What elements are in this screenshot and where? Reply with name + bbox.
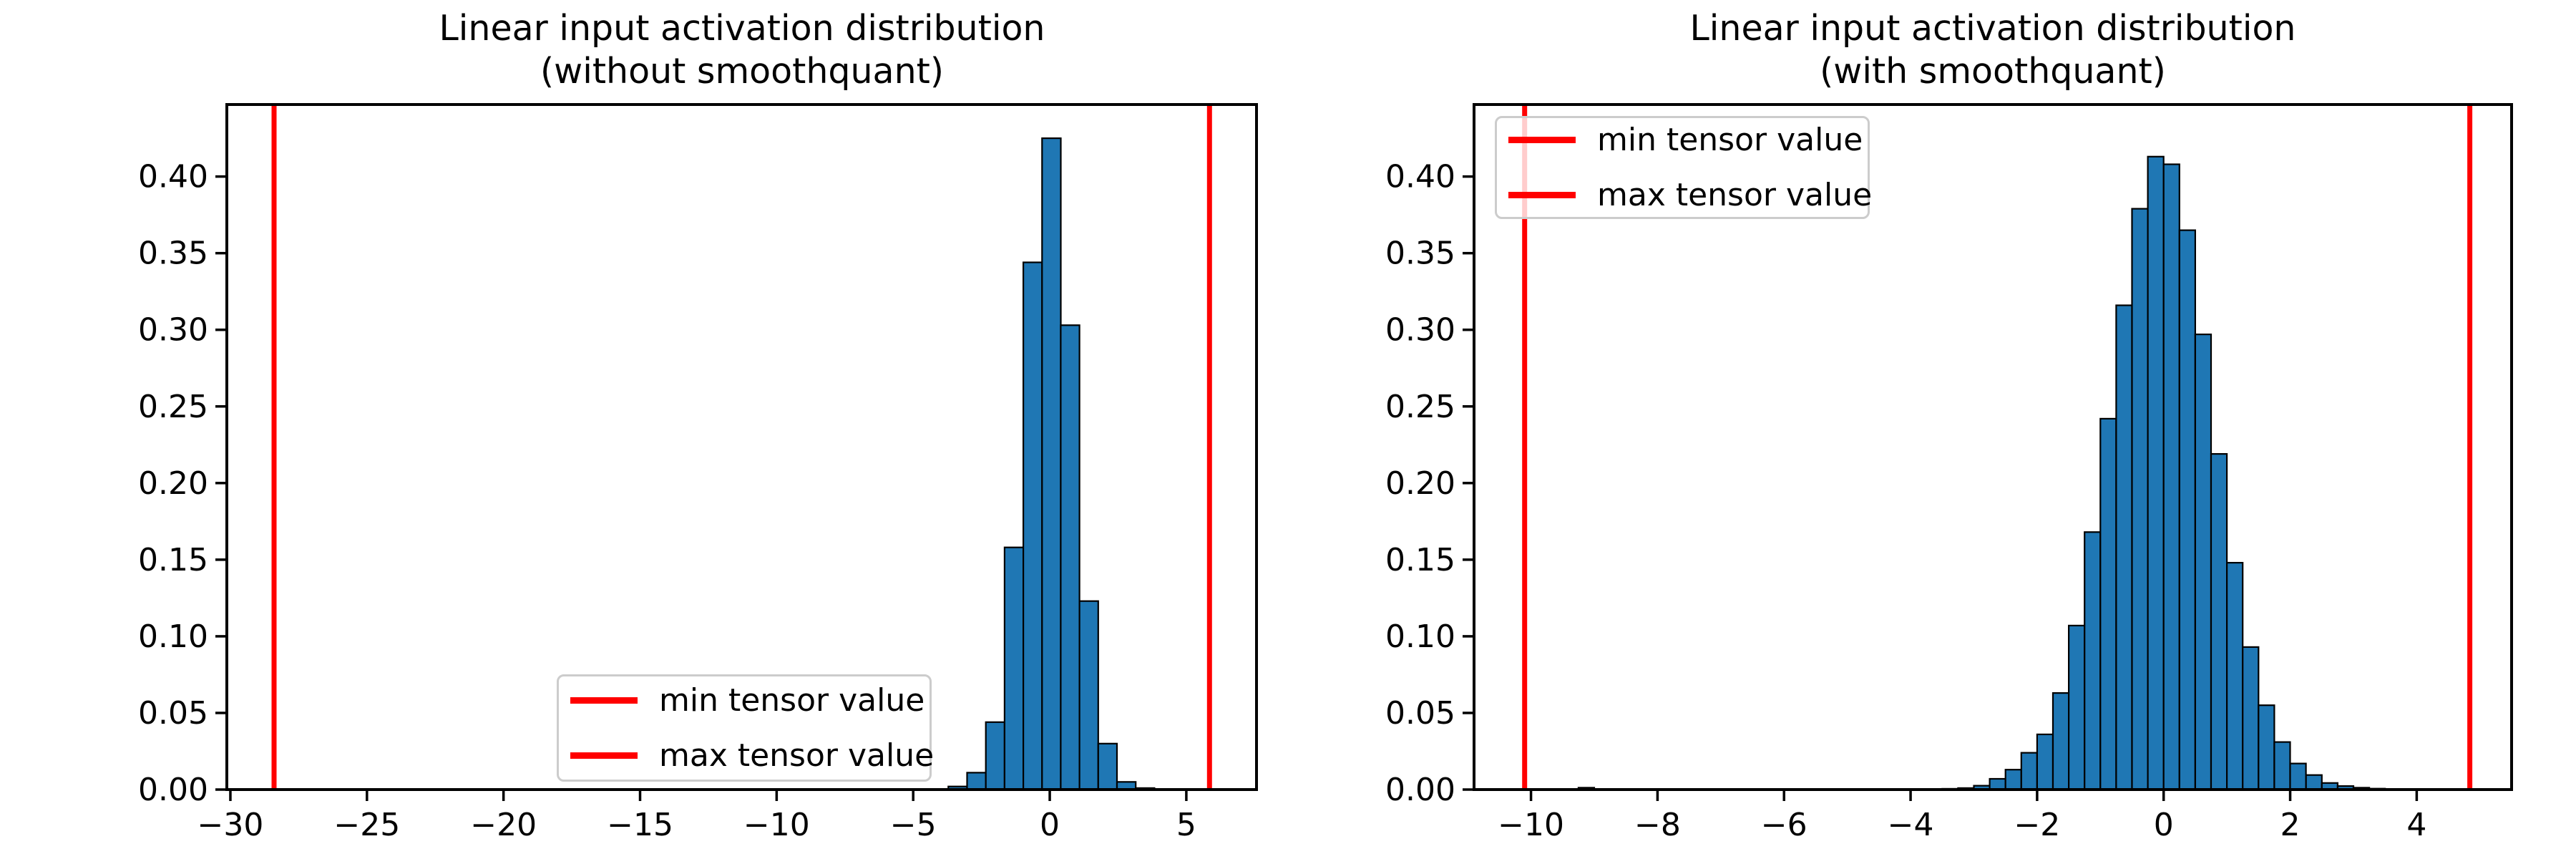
legend-label-min: min tensor value [1597,122,1863,158]
legend-item-min-tensor-value: min tensor value [1508,122,1863,158]
left-plot-title-line2: (without smoothquant) [540,51,944,92]
subplot-0: −30 −25 −20 −15 −10 −5 0 5 0.00 0.05 0.10 0.15 0.20 0… [138,103,1258,843]
red-line-swatch-icon [570,752,638,759]
y-tick-label: 0.30 [1385,312,1455,349]
histogram-bar [2115,304,2133,791]
y-tick-label: 0.15 [138,542,208,578]
histogram-bar [2036,733,2054,791]
histogram-bar [2068,624,2086,791]
x-tick-label: −25 [333,807,400,843]
histogram-bar [2147,155,2165,791]
histogram-bar [2273,741,2291,791]
histogram-bar [2289,762,2307,791]
y-tick-label: 0.25 [1385,389,1455,425]
y-tick-label: 0.10 [138,618,208,655]
red-line-swatch-icon [1508,192,1576,198]
y-tick-label: 0.40 [138,159,208,195]
legend-label-max: max tensor value [659,737,935,774]
x-tick-label: −2 [2014,807,2060,843]
histogram-bar [2020,752,2039,791]
histogram-bar [2194,334,2212,791]
y-tick-label: 0.05 [138,695,208,732]
y-tick-label: 0.15 [1385,542,1455,578]
legend-item-max-tensor-value: max tensor value [570,737,934,774]
axes-frame [225,103,1258,791]
histogram-bar [2131,208,2149,791]
histogram-bar [1003,546,1025,791]
y-tick-label: 0.20 [1385,465,1455,502]
right-plot-legend: min tensor value max tensor value [1495,116,1872,219]
y-tick-label: 0.25 [138,389,208,425]
right-plot-title-line1: Linear input activation distribution [1689,8,2296,49]
histogram-bar [1078,600,1099,791]
y-tick-label: 0.35 [138,236,208,272]
histogram-bar [2242,646,2260,791]
histogram-bar [966,772,987,791]
legend-label-max: max tensor value [1597,177,1873,213]
x-tick-label: −8 [1634,807,1681,843]
axes-frame [1473,103,2513,791]
histogram-bar [2226,561,2244,791]
histogram-bar [1060,324,1080,791]
y-tick-label: 0.40 [1385,159,1455,195]
x-tick-label: −10 [743,807,810,843]
x-tick-label: −15 [607,807,673,843]
y-tick-label: 0.20 [138,465,208,502]
y-tick-label: 0.10 [1385,618,1455,655]
y-tick-label: 0.35 [1385,236,1455,272]
histogram-bar [1041,137,1062,791]
histogram-bar [2162,163,2180,791]
x-tick-label: −4 [1888,807,1934,843]
x-tick-label: 0 [1040,807,1060,843]
x-tick-label: 4 [2406,807,2426,843]
x-tick-label: −6 [1761,807,1807,843]
histogram-bar [2178,229,2197,791]
x-tick-label: 5 [1176,807,1196,843]
y-tick-label: 0.00 [1385,772,1455,808]
red-line-swatch-icon [1508,137,1576,143]
x-tick-label: 0 [2154,807,2174,843]
y-tick-label: 0.00 [138,772,208,808]
histogram-bar [2051,691,2070,791]
x-tick-label: −10 [1498,807,1564,843]
histogram-bar [2258,704,2275,791]
y-tick-label: 0.30 [138,312,208,349]
right-plot-title: Linear input activation distribution (wi… [1492,7,2494,93]
histogram-bar [1097,742,1118,791]
y-tick-label: 0.05 [1385,695,1455,732]
x-tick-label: −20 [470,807,537,843]
legend-item-max-tensor-value: max tensor value [1508,177,1872,213]
x-tick-label: −30 [197,807,264,843]
left-plot-legend: min tensor value max tensor value [557,674,934,782]
x-tick-label: −5 [890,807,937,843]
legend-label-min: min tensor value [659,682,925,719]
x-tick-label: 2 [2280,807,2301,843]
left-plot-title-line1: Linear input activation distribution [439,8,1045,49]
subplot-1: −10 −8 −6 −4 −2 0 2 4 0.00 0.05 0.10 0.15 0.20 0.25 0.… [1385,103,2513,843]
histogram-bar [1989,777,2006,791]
histogram-bar [2084,531,2102,791]
red-line-swatch-icon [570,697,638,704]
legend-item-min-tensor-value: min tensor value [570,682,924,719]
histogram-bar [2099,417,2117,791]
histogram-bar [1022,261,1043,791]
histogram-bar [2305,774,2323,791]
histogram-bar [2210,452,2228,791]
histogram-bar [2004,769,2022,791]
right-plot-title-line2: (with smoothquant) [1820,51,2166,92]
histogram-bar [985,721,1005,791]
left-plot-title: Linear input activation distribution (wi… [241,7,1243,93]
